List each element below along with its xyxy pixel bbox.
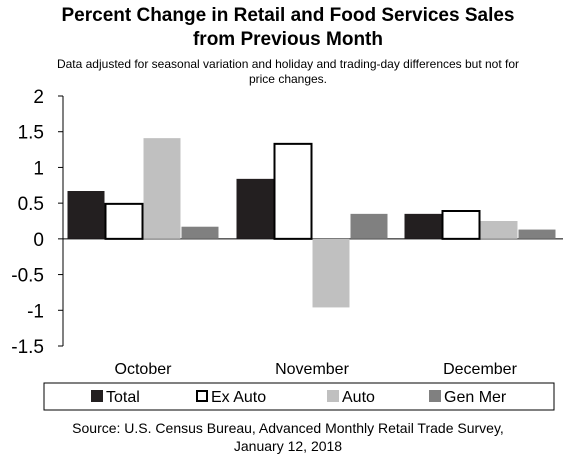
chart-subtitle: Data adjusted for seasonal variation and…	[10, 57, 566, 87]
bar-december-ex-auto	[441, 210, 481, 240]
category-label-december: December	[443, 361, 517, 378]
y-tick-label: 0	[33, 230, 44, 251]
bar-december-gen-mer	[518, 229, 556, 239]
y-tick-label: 1.5	[18, 123, 44, 144]
bar-november-auto	[312, 238, 350, 308]
chart-subtitle-line-1: Data adjusted for seasonal variation and…	[56, 57, 520, 71]
y-tick-label: -1	[27, 301, 44, 322]
y-tick-label: 2	[33, 87, 44, 108]
bar-october-gen-mer	[181, 226, 219, 239]
legend-swatch-total	[91, 390, 103, 402]
source-line-1: Source: U.S. Census Bureau, Advanced Mon…	[72, 420, 504, 436]
y-axis-tick-labels: 2 1.5 1 0.5 0 -0.5 -1 -1.5	[11, 87, 44, 358]
bar-october-total	[67, 191, 105, 239]
category-labels: October November December	[115, 361, 518, 378]
legend-label-auto: Auto	[342, 389, 375, 406]
y-tick-label: 1	[33, 158, 44, 179]
legend-label-total: Total	[106, 389, 140, 406]
legend-label-ex-auto: Ex Auto	[211, 389, 266, 406]
bar-december-total	[404, 213, 442, 239]
category-label-october: October	[115, 361, 173, 378]
chart-title: Percent Change in Retail and Food Servic…	[0, 4, 576, 52]
legend-swatch-ex-auto	[196, 390, 208, 402]
bar-december-auto	[480, 221, 518, 239]
y-tick-label: 0.5	[18, 194, 44, 215]
y-axis-ticks	[58, 95, 63, 347]
bars	[67, 138, 556, 308]
legend-label-gen-mer: Gen Mer	[444, 389, 507, 406]
chart-subtitle-line-2: price changes.	[248, 72, 328, 86]
legend: Total Ex Auto Auto Gen Mer	[43, 382, 555, 411]
bar-november-gen-mer	[350, 213, 388, 239]
bar-november-total	[236, 178, 274, 239]
legend-swatch-auto	[327, 390, 339, 402]
bar-november-ex-auto	[273, 142, 313, 240]
source-line-2: January 12, 2018	[233, 438, 343, 454]
source-note: Source: U.S. Census Bureau, Advanced Mon…	[0, 419, 576, 455]
chart-title-line-1: Percent Change in Retail and Food Servic…	[61, 5, 515, 26]
bar-october-ex-auto	[104, 202, 144, 240]
chart-title-line-2: from Previous Month	[192, 29, 383, 50]
y-tick-label: -0.5	[11, 266, 44, 287]
legend-box	[43, 382, 555, 411]
legend-swatch-gen-mer	[429, 390, 441, 402]
bar-october-auto	[143, 138, 181, 239]
category-label-november: November	[275, 361, 349, 378]
y-tick-label: -1.5	[11, 337, 44, 358]
